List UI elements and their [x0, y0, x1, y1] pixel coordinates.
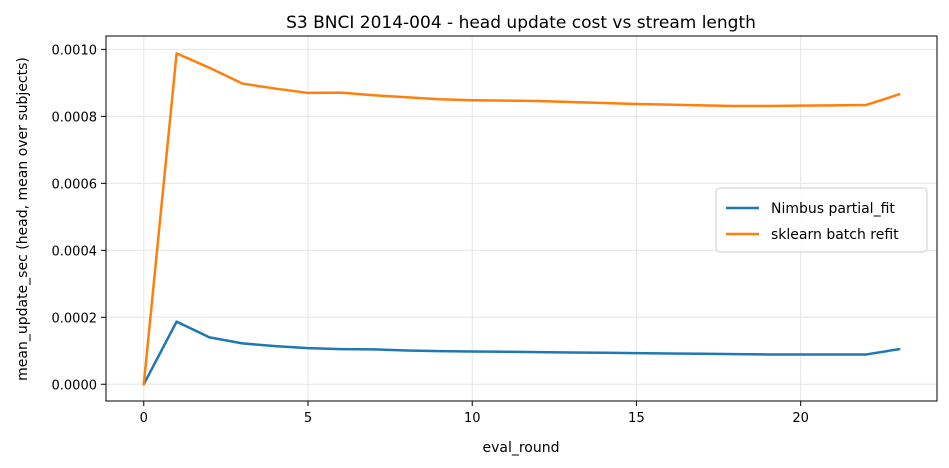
- series-layer: [142, 52, 901, 386]
- y-tick-label: 0.0008: [52, 110, 98, 125]
- x-axis: 0 5 10 15 20: [140, 401, 809, 426]
- y-tick-label: 0.0006: [52, 177, 98, 192]
- chart-title: S3 BNCI 2014-004 - head update cost vs s…: [286, 13, 756, 33]
- y-axis: 0.0000 0.0002 0.0004 0.0006 0.0008 0.0010: [52, 43, 106, 393]
- y-axis-label: mean_update_sec (head, mean over subject…: [15, 57, 31, 381]
- y-tick-label: 0.0010: [52, 43, 98, 58]
- series-line-sklearn-batch-refit: [142, 52, 901, 386]
- x-tick-label: 5: [304, 411, 312, 426]
- legend-label-nimbus: Nimbus partial_fit: [771, 201, 895, 217]
- series-line-nimbus-partial-fit: [142, 320, 901, 386]
- x-axis-label: eval_round: [482, 440, 559, 456]
- legend: Nimbus partial_fit sklearn batch refit: [715, 187, 928, 253]
- y-tick-label: 0.0002: [52, 311, 98, 326]
- plot-frame: [105, 35, 938, 402]
- y-tick-label: 0.0000: [52, 378, 98, 393]
- legend-label-sklearn: sklearn batch refit: [771, 227, 899, 243]
- x-tick-label: 15: [628, 411, 645, 426]
- x-tick-label: 0: [140, 411, 148, 426]
- x-tick-label: 10: [464, 411, 481, 426]
- y-tick-label: 0.0004: [52, 244, 98, 259]
- legend-box: [715, 187, 928, 253]
- x-tick-label: 20: [792, 411, 809, 426]
